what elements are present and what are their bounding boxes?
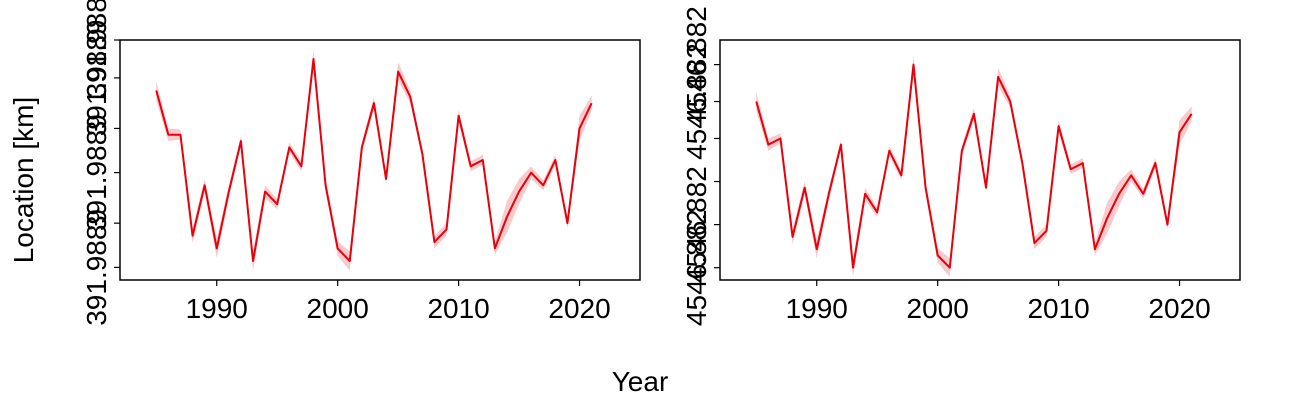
x-axis-label: Year <box>612 366 669 397</box>
confidence-band <box>156 49 592 271</box>
x-tick-label: 1990 <box>186 293 248 324</box>
y-tick-label: 391.9889 <box>81 0 112 98</box>
x-tick-label: 2010 <box>1027 293 1089 324</box>
y-tick-label: 4546.882 <box>681 209 712 326</box>
y-tick-label: 391.9889 <box>81 209 112 326</box>
series-line <box>755 63 1193 269</box>
chart-panel-right: 1990 2000 2010 20204546.8824546.8824546.882… <box>681 6 1241 326</box>
x-tick-label: 1990 <box>786 293 848 324</box>
y-tick-label: 391.9889 <box>81 19 112 136</box>
y-tick-label: 4546.882 <box>681 43 712 160</box>
y-tick-label: 4546.882 <box>681 6 712 123</box>
y-tick-label: 391.9889 <box>81 114 112 231</box>
x-tick-label: 2000 <box>307 293 369 324</box>
x-tick-label: 2020 <box>548 293 610 324</box>
x-tick-label: 2000 <box>907 293 969 324</box>
plot-frame <box>119 39 641 281</box>
y-tick-label: 4546.882 <box>681 166 712 283</box>
x-tick-label: 2010 <box>427 293 489 324</box>
plot-frame <box>719 39 1241 281</box>
y-axis-label: Location [km] <box>8 97 39 264</box>
confidence-band <box>756 55 1192 277</box>
x-tick-label: 2020 <box>1148 293 1210 324</box>
chart-panel-left: 1990 2000 2010 2020391.9889391.9889391.9889… <box>81 0 641 326</box>
